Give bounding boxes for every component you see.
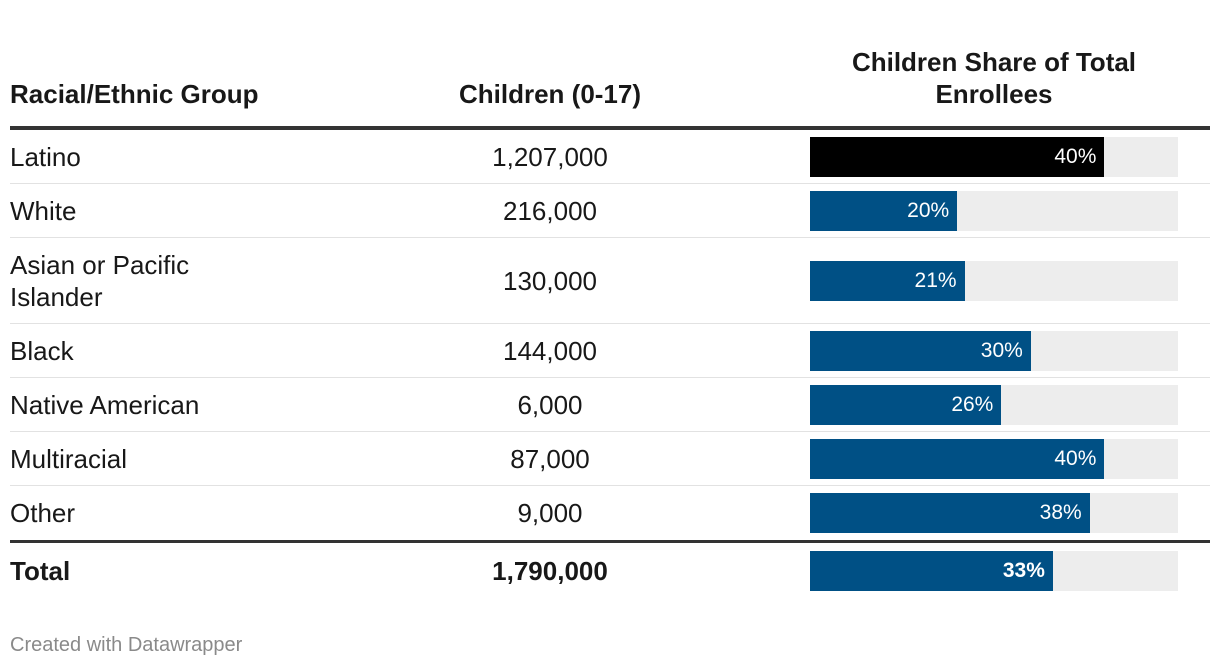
share-bar: 26%	[810, 384, 1002, 425]
share-label: 40%	[1054, 446, 1097, 470]
bar-track: 40%	[810, 438, 1178, 479]
share-bar: 30%	[810, 330, 1031, 371]
total-share-bar: 33%	[810, 551, 1053, 591]
group-cell: Other	[10, 498, 76, 528]
table-row: Black 144,000 30%	[10, 324, 1210, 378]
group-cell: Black	[10, 335, 74, 366]
table-row: Multiracial 87,000 40%	[10, 432, 1210, 486]
group-cell: Native American	[10, 389, 200, 420]
share-label: 21%	[914, 268, 957, 292]
bar-track: 40%	[810, 136, 1178, 177]
table-row: Latino 1,207,000 40%	[10, 130, 1210, 184]
bar-track: 20%	[810, 190, 1178, 231]
bar-track: 33%	[810, 551, 1178, 591]
table-header: Racial/Ethnic Group Children (0-17) Chil…	[10, 40, 1210, 130]
children-cell: 6,000	[517, 389, 583, 420]
bar-track: 26%	[810, 384, 1178, 425]
children-cell: 130,000	[503, 265, 597, 296]
share-bar: 38%	[810, 493, 1090, 533]
data-table: Racial/Ethnic Group Children (0-17) Chil…	[10, 40, 1210, 599]
header-share: Children Share of Total Enrollees	[851, 47, 1137, 109]
group-cell: Multiracial	[10, 443, 128, 474]
total-label: Total	[10, 556, 71, 586]
children-cell: 1,207,000	[492, 141, 608, 172]
group-cell: Asian or Pacific Islander	[10, 249, 190, 312]
total-children: 1,790,000	[492, 556, 608, 586]
share-label: 26%	[951, 392, 994, 416]
share-bar: 21%	[810, 260, 965, 301]
total-row: Total 1,790,000 33%	[10, 543, 1210, 599]
table-row: Other 9,000 38%	[10, 486, 1210, 543]
share-bar: 40%	[810, 438, 1105, 479]
table-row: Native American 6,000 26%	[10, 378, 1210, 432]
children-cell: 9,000	[517, 498, 583, 528]
group-cell: Latino	[10, 141, 81, 172]
share-bar: 20%	[810, 190, 958, 231]
share-label: 38%	[1039, 501, 1082, 524]
group-cell: White	[10, 195, 77, 226]
bar-track: 30%	[810, 330, 1178, 371]
children-cell: 216,000	[503, 195, 597, 226]
children-cell: 87,000	[510, 443, 590, 474]
attribution: Created with Datawrapper	[10, 634, 243, 656]
table-row: Asian or Pacific Islander 130,000 21%	[10, 238, 1210, 324]
share-label: 20%	[907, 198, 950, 222]
share-bar: 40%	[810, 136, 1105, 177]
header-children: Children (0-17)	[458, 79, 642, 109]
bar-track: 38%	[810, 493, 1178, 533]
total-share-label: 33%	[1002, 559, 1045, 582]
bar-track: 21%	[810, 260, 1178, 301]
share-label: 40%	[1054, 144, 1097, 168]
children-cell: 144,000	[503, 335, 597, 366]
share-label: 30%	[980, 338, 1023, 362]
header-group: Racial/Ethnic Group	[10, 79, 259, 109]
table-row: White 216,000 20%	[10, 184, 1210, 238]
